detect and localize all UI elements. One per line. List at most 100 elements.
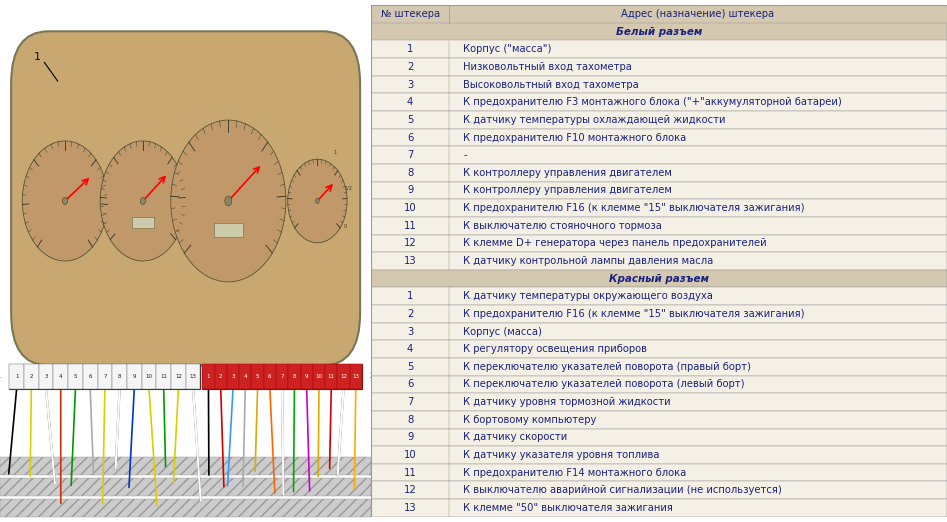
Text: К предохранителю F3 монтажного блока ("+"аккумуляторной батареи): К предохранителю F3 монтажного блока ("+… — [463, 97, 842, 107]
Bar — [371, 340, 947, 358]
Text: К регулятору освещения приборов: К регулятору освещения приборов — [463, 344, 648, 354]
Bar — [371, 5, 947, 23]
Text: 7: 7 — [407, 150, 413, 160]
Bar — [127, 364, 142, 389]
Text: 7: 7 — [103, 374, 107, 379]
Bar — [113, 364, 127, 389]
Text: 12: 12 — [403, 239, 417, 248]
Bar — [337, 364, 349, 389]
Text: 7: 7 — [407, 397, 413, 407]
Bar — [9, 364, 24, 389]
Text: 1: 1 — [407, 291, 413, 301]
Text: К датчику указателя уровня топлива: К датчику указателя уровня топлива — [463, 450, 660, 460]
Bar — [371, 93, 947, 111]
Bar — [371, 305, 947, 323]
Bar — [9, 364, 201, 389]
Circle shape — [224, 196, 232, 206]
Text: К предохранителю F14 монтажного блока: К предохранителю F14 монтажного блока — [463, 468, 687, 478]
Text: 11: 11 — [328, 374, 334, 379]
Bar — [252, 364, 263, 389]
Bar — [82, 364, 98, 389]
Bar — [300, 364, 313, 389]
Text: -: - — [463, 150, 467, 160]
Text: 6: 6 — [268, 374, 272, 379]
Text: 1: 1 — [34, 52, 41, 63]
Text: К переключателю указателей поворота (левый борт): К переключателю указателей поворота (лев… — [463, 379, 745, 389]
Text: 9: 9 — [407, 185, 413, 195]
Bar — [371, 58, 947, 76]
Text: К датчику скорости: К датчику скорости — [463, 432, 567, 443]
Bar — [371, 429, 947, 446]
Text: 1: 1 — [407, 44, 413, 54]
Text: 6: 6 — [407, 133, 413, 143]
Text: 1/2: 1/2 — [344, 186, 352, 191]
Text: X1: X1 — [0, 373, 2, 379]
Text: 12: 12 — [340, 374, 347, 379]
Text: 2: 2 — [29, 374, 33, 379]
Circle shape — [140, 197, 146, 205]
Text: 4: 4 — [243, 374, 247, 379]
Text: 10: 10 — [403, 203, 417, 213]
Text: 8: 8 — [293, 374, 296, 379]
Bar — [371, 323, 947, 340]
Text: К предохранителю F16 (к клемме "15" выключателя зажигания): К предохранителю F16 (к клемме "15" выкл… — [463, 203, 805, 213]
Text: 11: 11 — [403, 221, 417, 231]
Text: 8: 8 — [407, 415, 413, 425]
Text: 4: 4 — [59, 374, 63, 379]
Text: К бортовому компьютеру: К бортовому компьютеру — [463, 415, 597, 425]
Text: 5: 5 — [407, 115, 413, 125]
Text: 6: 6 — [88, 374, 92, 379]
Text: 13: 13 — [352, 374, 359, 379]
Bar — [371, 23, 947, 41]
Text: К предохранителю F16 (к клемме "15" выключателя зажигания): К предохранителю F16 (к клемме "15" выкл… — [463, 309, 805, 319]
Text: 2: 2 — [407, 62, 413, 72]
Text: Корпус (масса): Корпус (масса) — [463, 327, 543, 337]
Bar — [133, 217, 153, 228]
Bar — [325, 364, 337, 389]
Text: 10: 10 — [403, 450, 417, 460]
Text: 9: 9 — [305, 374, 309, 379]
Text: 4: 4 — [407, 97, 413, 107]
Text: К выключателю аварийной сигнализации (не используется): К выключателю аварийной сигнализации (не… — [463, 485, 782, 495]
Bar — [263, 364, 276, 389]
Text: 11: 11 — [403, 468, 417, 478]
Bar — [371, 164, 947, 182]
Text: К переключателю указателей поворота (правый борт): К переключателю указателей поворота (пра… — [463, 362, 751, 372]
Bar — [371, 146, 947, 164]
Text: 3: 3 — [407, 79, 413, 90]
Bar — [24, 364, 39, 389]
Text: К клемме "50" выключателя зажигания: К клемме "50" выключателя зажигания — [463, 503, 673, 513]
Circle shape — [100, 141, 186, 261]
Bar — [0, 478, 371, 496]
Bar — [371, 446, 947, 464]
Text: 12: 12 — [403, 485, 417, 495]
Text: 9: 9 — [407, 432, 413, 443]
Text: 7: 7 — [280, 374, 284, 379]
Bar — [313, 364, 325, 389]
Text: Низковольтный вход тахометра: Низковольтный вход тахометра — [463, 62, 633, 72]
Text: К выключателю стояночного тормоза: К выключателю стояночного тормоза — [463, 221, 662, 231]
Bar — [186, 364, 201, 389]
Text: 10: 10 — [315, 374, 323, 379]
Text: 1: 1 — [333, 150, 337, 155]
Text: К датчику температуры охлаждающей жидкости: К датчику температуры охлаждающей жидкос… — [463, 115, 725, 125]
Text: 13: 13 — [403, 503, 417, 513]
Text: К предохранителю F10 монтажного блока: К предохранителю F10 монтажного блока — [463, 133, 687, 143]
Bar — [349, 364, 362, 389]
Text: 3: 3 — [231, 374, 235, 379]
Bar — [171, 364, 186, 389]
Text: Красный разъем: Красный разъем — [609, 274, 709, 283]
Bar — [371, 41, 947, 58]
Text: Высоковольтный вход тахометра: Высоковольтный вход тахометра — [463, 79, 639, 90]
Bar — [39, 364, 53, 389]
Bar — [371, 111, 947, 129]
Text: К датчику уровня тормозной жидкости: К датчику уровня тормозной жидкости — [463, 397, 671, 407]
Text: К контроллеру управления двигателем: К контроллеру управления двигателем — [463, 168, 672, 178]
Text: 11: 11 — [160, 374, 168, 379]
Bar — [98, 364, 113, 389]
Circle shape — [315, 198, 319, 204]
Text: К датчику контрольной лампы давления масла: К датчику контрольной лампы давления мас… — [463, 256, 714, 266]
Bar — [371, 199, 947, 217]
Circle shape — [288, 159, 348, 243]
Bar — [227, 364, 240, 389]
